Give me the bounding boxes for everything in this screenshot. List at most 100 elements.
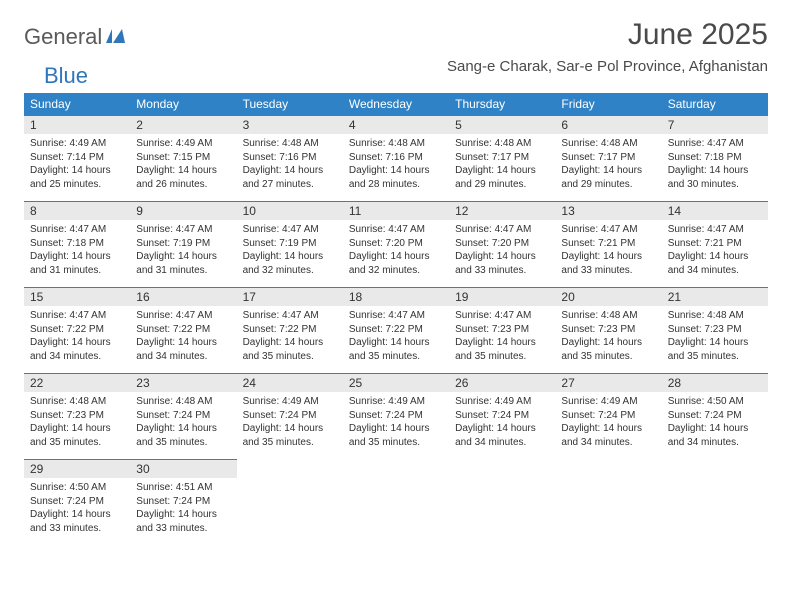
calendar-cell [662, 460, 768, 546]
calendar-head: SundayMondayTuesdayWednesdayThursdayFrid… [24, 93, 768, 116]
calendar-cell: 6 Sunrise: 4:48 AMSunset: 7:17 PMDaylight… [555, 116, 661, 202]
day-number: 5 [449, 116, 555, 134]
day-number: 9 [130, 202, 236, 220]
day-body: Sunrise: 4:48 AMSunset: 7:17 PMDaylight:… [561, 137, 655, 191]
calendar-cell: 15 Sunrise: 4:47 AMSunset: 7:22 PMDayligh… [24, 288, 130, 374]
calendar-cell: 8 Sunrise: 4:47 AMSunset: 7:18 PMDaylight… [24, 202, 130, 288]
day-body: Sunrise: 4:50 AMSunset: 7:24 PMDaylight:… [668, 395, 762, 449]
calendar-table: SundayMondayTuesdayWednesdayThursdayFrid… [24, 93, 768, 546]
day-body: Sunrise: 4:48 AMSunset: 7:24 PMDaylight:… [136, 395, 230, 449]
day-number: 23 [130, 374, 236, 392]
day-number: 7 [662, 116, 768, 134]
logo-text-blue: Blue [44, 63, 88, 89]
calendar-cell: 25 Sunrise: 4:49 AMSunset: 7:24 PMDayligh… [343, 374, 449, 460]
day-number: 4 [343, 116, 449, 134]
day-number: 18 [343, 288, 449, 306]
calendar-cell: 17 Sunrise: 4:47 AMSunset: 7:22 PMDayligh… [237, 288, 343, 374]
day-number: 19 [449, 288, 555, 306]
weekday-header: Monday [130, 93, 236, 116]
day-number: 29 [24, 460, 130, 478]
day-body: Sunrise: 4:47 AMSunset: 7:22 PMDaylight:… [30, 309, 124, 363]
calendar-cell: 14Sunrise: 4:47 AMSunset: 7:21 PMDayligh… [662, 202, 768, 288]
calendar-page: General June 2025 Sang-e Charak, Sar-e P… [0, 0, 792, 564]
calendar-cell: 21Sunrise: 4:48 AMSunset: 7:23 PMDayligh… [662, 288, 768, 374]
calendar-cell: 28 Sunrise: 4:50 AMSunset: 7:24 PMDayligh… [662, 374, 768, 460]
day-body: Sunrise: 4:48 AMSunset: 7:16 PMDaylight:… [349, 137, 443, 191]
day-body: Sunrise: 4:47 AMSunset: 7:19 PMDaylight:… [136, 223, 230, 277]
month-title: June 2025 [447, 18, 768, 52]
day-number: 24 [237, 374, 343, 392]
day-body: Sunrise: 4:47 AMSunset: 7:22 PMDaylight:… [136, 309, 230, 363]
day-body: Sunrise: 4:47 AMSunset: 7:22 PMDaylight:… [243, 309, 337, 363]
calendar-cell: 29 Sunrise: 4:50 AMSunset: 7:24 PMDayligh… [24, 460, 130, 546]
calendar-cell: 3 Sunrise: 4:48 AMSunset: 7:16 PMDaylight… [237, 116, 343, 202]
day-number: 2 [130, 116, 236, 134]
calendar-cell: 30Sunrise: 4:51 AMSunset: 7:24 PMDayligh… [130, 460, 236, 546]
logo-text-general: General [24, 24, 102, 50]
day-number: 6 [555, 116, 661, 134]
day-number: 16 [130, 288, 236, 306]
calendar-cell: 22 Sunrise: 4:48 AMSunset: 7:23 PMDayligh… [24, 374, 130, 460]
calendar-cell [449, 460, 555, 546]
calendar-cell: 19 Sunrise: 4:47 AMSunset: 7:23 PMDayligh… [449, 288, 555, 374]
day-number: 22 [24, 374, 130, 392]
day-number: 27 [555, 374, 661, 392]
calendar-cell: 5 Sunrise: 4:48 AMSunset: 7:17 PMDaylight… [449, 116, 555, 202]
day-number: 21 [662, 288, 768, 306]
day-number: 10 [237, 202, 343, 220]
day-body: Sunrise: 4:51 AMSunset: 7:24 PMDaylight:… [136, 481, 230, 535]
day-number: 26 [449, 374, 555, 392]
calendar-cell: 27Sunrise: 4:49 AMSunset: 7:24 PMDayligh… [555, 374, 661, 460]
day-body: Sunrise: 4:48 AMSunset: 7:23 PMDaylight:… [30, 395, 124, 449]
calendar-cell: 1Sunrise: 4:49 AMSunset: 7:14 PMDaylight… [24, 116, 130, 202]
day-number: 11 [343, 202, 449, 220]
calendar-cell: 23 Sunrise: 4:48 AMSunset: 7:24 PMDayligh… [130, 374, 236, 460]
day-body: Sunrise: 4:47 AMSunset: 7:20 PMDaylight:… [455, 223, 549, 277]
calendar-cell [555, 460, 661, 546]
day-number: 14 [662, 202, 768, 220]
day-body: Sunrise: 4:50 AMSunset: 7:24 PMDaylight:… [30, 481, 124, 535]
day-body: Sunrise: 4:49 AMSunset: 7:24 PMDaylight:… [243, 395, 337, 449]
weekday-header: Tuesday [237, 93, 343, 116]
calendar-cell [237, 460, 343, 546]
logo-mark-icon [106, 27, 126, 48]
calendar-cell: 13Sunrise: 4:47 AMSunset: 7:21 PMDayligh… [555, 202, 661, 288]
calendar-cell: 4 Sunrise: 4:48 AMSunset: 7:16 PMDaylight… [343, 116, 449, 202]
calendar-cell: 20 Sunrise: 4:48 AMSunset: 7:23 PMDayligh… [555, 288, 661, 374]
day-number: 28 [662, 374, 768, 392]
calendar-cell: 9 Sunrise: 4:47 AMSunset: 7:19 PMDaylight… [130, 202, 236, 288]
day-number: 17 [237, 288, 343, 306]
day-body: Sunrise: 4:47 AMSunset: 7:18 PMDaylight:… [30, 223, 124, 277]
day-body: Sunrise: 4:49 AMSunset: 7:15 PMDaylight:… [136, 137, 230, 191]
title-block: June 2025 Sang-e Charak, Sar-e Pol Provi… [447, 18, 768, 75]
location: Sang-e Charak, Sar-e Pol Province, Afgha… [447, 58, 768, 75]
day-body: Sunrise: 4:48 AMSunset: 7:16 PMDaylight:… [243, 137, 337, 191]
day-number: 15 [24, 288, 130, 306]
day-body: Sunrise: 4:48 AMSunset: 7:17 PMDaylight:… [455, 137, 549, 191]
day-body: Sunrise: 4:47 AMSunset: 7:19 PMDaylight:… [243, 223, 337, 277]
day-number: 8 [24, 202, 130, 220]
weekday-header: Wednesday [343, 93, 449, 116]
day-number: 13 [555, 202, 661, 220]
day-body: Sunrise: 4:49 AMSunset: 7:24 PMDaylight:… [455, 395, 549, 449]
weekday-header: Thursday [449, 93, 555, 116]
day-number: 12 [449, 202, 555, 220]
calendar-cell: 16 Sunrise: 4:47 AMSunset: 7:22 PMDayligh… [130, 288, 236, 374]
calendar-cell [343, 460, 449, 546]
day-body: Sunrise: 4:47 AMSunset: 7:22 PMDaylight:… [349, 309, 443, 363]
day-body: Sunrise: 4:49 AMSunset: 7:14 PMDaylight:… [30, 137, 124, 191]
calendar-cell: 24 Sunrise: 4:49 AMSunset: 7:24 PMDayligh… [237, 374, 343, 460]
day-body: Sunrise: 4:48 AMSunset: 7:23 PMDaylight:… [561, 309, 655, 363]
calendar-cell: 26 Sunrise: 4:49 AMSunset: 7:24 PMDayligh… [449, 374, 555, 460]
calendar-cell: 11Sunrise: 4:47 AMSunset: 7:20 PMDayligh… [343, 202, 449, 288]
calendar-cell: 18 Sunrise: 4:47 AMSunset: 7:22 PMDayligh… [343, 288, 449, 374]
day-body: Sunrise: 4:49 AMSunset: 7:24 PMDaylight:… [349, 395, 443, 449]
weekday-header: Friday [555, 93, 661, 116]
day-body: Sunrise: 4:47 AMSunset: 7:23 PMDaylight:… [455, 309, 549, 363]
calendar-cell: 12 Sunrise: 4:47 AMSunset: 7:20 PMDayligh… [449, 202, 555, 288]
day-number: 20 [555, 288, 661, 306]
logo: General [24, 18, 128, 50]
day-number: 3 [237, 116, 343, 134]
day-number: 25 [343, 374, 449, 392]
calendar-body: 1Sunrise: 4:49 AMSunset: 7:14 PMDaylight… [24, 116, 768, 546]
